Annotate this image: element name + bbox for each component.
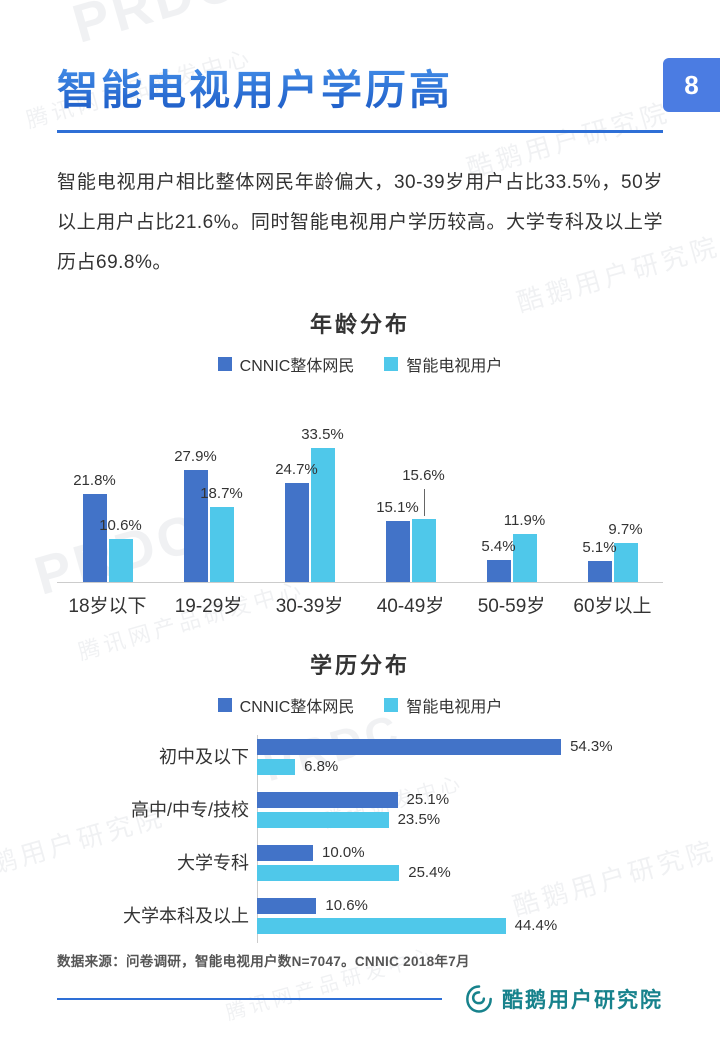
page-number-badge: 8: [663, 58, 720, 112]
education-chart-section: 学历分布 CNNIC整体网民 智能电视用户 初中及以下 54.3% 6.8% 高中/中…: [57, 648, 663, 949]
bar-value-label: 27.9%: [174, 448, 217, 466]
bar-smarttv: [108, 539, 133, 582]
category-label: 60岁以上: [573, 595, 652, 617]
category-label: 大学本科及以上: [123, 905, 249, 926]
bar-smarttv: [257, 917, 506, 934]
page-title: 智能电视用户学历高: [57, 56, 663, 116]
category-label: 30-39岁: [275, 595, 344, 617]
footer-row: 酷鹅用户研究院: [57, 984, 663, 1014]
bar-value-label: 10.6%: [325, 896, 368, 914]
bar-value-label: 10.0%: [322, 843, 365, 861]
legend-item-smarttv: 智能电视用户: [384, 352, 502, 376]
bar-value-label: 15.6%: [402, 467, 445, 485]
bar-value-label: 21.8%: [73, 472, 116, 490]
legend-swatch-cnnic: [217, 356, 232, 371]
legend-label-smarttv-2: 智能电视用户: [406, 698, 503, 716]
legend-swatch-cnnic-2: [217, 697, 232, 712]
category-label: 40-49岁: [376, 595, 445, 617]
category-label: 初中及以下: [159, 746, 249, 767]
bar-cnnic: [257, 791, 398, 808]
age-distribution-chart: 21.8% 10.6% 18岁以下 27.9% 18.7% 19-29岁 24.7% 33.5…: [57, 382, 663, 624]
bar-smarttv: [257, 758, 296, 775]
legend-label-smarttv: 智能电视用户: [406, 357, 503, 375]
bar-value-label: 5.4%: [481, 538, 516, 556]
bar-smarttv: [613, 542, 638, 582]
bar-smarttv: [512, 534, 537, 582]
category-label: 19-29岁: [174, 595, 243, 617]
title-underline: [57, 130, 663, 133]
bar-value-label: 6.8%: [304, 757, 339, 775]
category-label: 18岁以下: [68, 595, 147, 617]
bar-value-label: 18.7%: [200, 484, 243, 502]
bar-value-label: 24.7%: [275, 460, 318, 478]
x-axis-line: [57, 581, 663, 583]
bar-cnnic: [257, 844, 313, 861]
value-leader-line: [423, 489, 425, 517]
kuer-logo: 酷鹅用户研究院: [464, 984, 663, 1014]
bar-smarttv: [310, 447, 335, 582]
bar-smarttv: [257, 864, 400, 881]
age-chart-section: 年龄分布 CNNIC整体网民 智能电视用户 21.8% 10.6% 18岁以下 27.…: [57, 307, 663, 624]
legend-swatch-smarttv-2: [384, 697, 399, 712]
bar-value-label: 11.9%: [503, 512, 546, 530]
legend-item-cnnic: CNNIC整体网民: [217, 352, 355, 376]
education-chart-title: 学历分布: [309, 652, 410, 678]
bar-smarttv: [257, 811, 389, 828]
education-distribution-chart: 初中及以下 54.3% 6.8% 高中/中专/技校 25.1% 23.5% 大学专科 10.0…: [57, 733, 663, 949]
bar-smarttv: [209, 506, 234, 582]
bar-smarttv: [411, 519, 436, 582]
bar-value-label: 10.6%: [99, 517, 142, 535]
legend-label-cnnic: CNNIC整体网民: [239, 357, 355, 375]
y-axis-line: [257, 734, 258, 943]
age-chart-title: 年龄分布: [309, 311, 410, 337]
goose-logo-icon: [464, 984, 494, 1014]
intro-paragraph: 智能电视用户相比整体网民年龄偏大，30-39岁用户占比33.5%，50岁以上用户…: [57, 172, 663, 273]
category-label: 高中/中专/技校: [130, 799, 249, 820]
bar-cnnic: [82, 494, 107, 582]
bar-cnnic: [183, 470, 208, 582]
bar-cnnic: [257, 897, 317, 914]
category-label: 50-59岁: [477, 595, 546, 617]
bar-cnnic: [257, 738, 562, 755]
bar-cnnic: [385, 521, 410, 582]
bar-value-label: 25.1%: [406, 790, 450, 808]
bar-value-label: 9.7%: [608, 520, 643, 538]
category-label: 大学专科: [177, 852, 249, 873]
logo-text: 酷鹅用户研究院: [502, 989, 663, 1012]
legend-label-cnnic-2: CNNIC整体网民: [239, 698, 355, 716]
bar-cnnic: [284, 482, 309, 582]
data-source-note: 数据来源：问卷调研，智能电视用户数N=7047。CNNIC 2018年7月: [57, 954, 470, 969]
bar-value-label: 25.4%: [408, 863, 451, 881]
age-chart-legend: CNNIC整体网民 智能电视用户: [57, 352, 663, 376]
bar-value-label: 44.4%: [514, 916, 558, 934]
footer-rule: [57, 998, 442, 1000]
footer: 数据来源：问卷调研，智能电视用户数N=7047。CNNIC 2018年7月 酷鹅…: [57, 950, 663, 1014]
bar-value-label: 15.1%: [376, 499, 419, 517]
bar-value-label: 54.3%: [570, 737, 613, 755]
bar-cnnic: [486, 560, 511, 582]
bar-value-label: 23.5%: [397, 810, 441, 828]
legend-item-cnnic-2: CNNIC整体网民: [217, 693, 355, 717]
legend-item-smarttv-2: 智能电视用户: [384, 693, 502, 717]
education-chart-legend: CNNIC整体网民 智能电视用户: [57, 693, 663, 717]
bar-value-label: 5.1%: [582, 539, 617, 557]
bar-cnnic: [587, 561, 612, 582]
legend-swatch-smarttv: [384, 356, 399, 371]
bar-value-label: 33.5%: [301, 425, 344, 443]
